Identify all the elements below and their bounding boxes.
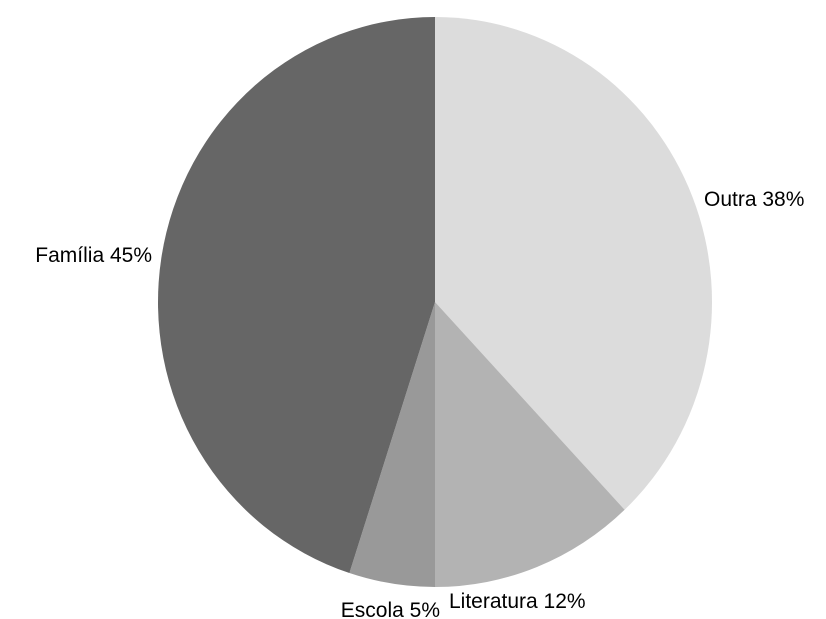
pie-slice-0: [435, 17, 713, 510]
pie-labels: Outra 38% Literatura 12% Escola 5% Família …: [35, 188, 804, 619]
pie-slice-3: [158, 17, 435, 574]
pie-slice-2: [349, 302, 435, 587]
pie-slice-1: [435, 302, 625, 587]
pie-slice-label-3: Família 45%: [35, 244, 152, 267]
pie-slice-label-0: Outra 38%: [704, 188, 804, 211]
pie-slice-label-1: Literatura 12%: [449, 590, 586, 613]
pie-slice-label-2: Escola 5%: [341, 599, 440, 619]
pie-slices: [158, 17, 713, 587]
